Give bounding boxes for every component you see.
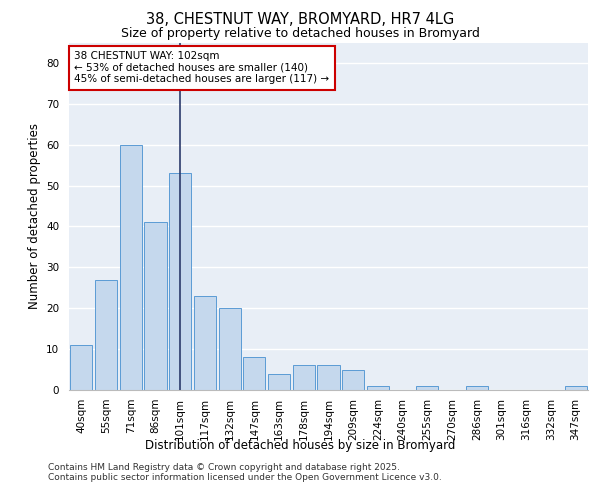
Text: Distribution of detached houses by size in Bromyard: Distribution of detached houses by size …: [145, 440, 455, 452]
Bar: [466, 386, 488, 390]
Bar: [169, 174, 191, 390]
Bar: [145, 222, 167, 390]
Text: 38, CHESTNUT WAY, BROMYARD, HR7 4LG: 38, CHESTNUT WAY, BROMYARD, HR7 4LG: [146, 12, 454, 28]
Text: Contains HM Land Registry data © Crown copyright and database right 2025.: Contains HM Land Registry data © Crown c…: [48, 464, 400, 472]
Bar: [317, 366, 340, 390]
Bar: [194, 296, 216, 390]
Bar: [565, 386, 587, 390]
Text: 38 CHESTNUT WAY: 102sqm
← 53% of detached houses are smaller (140)
45% of semi-d: 38 CHESTNUT WAY: 102sqm ← 53% of detache…: [74, 51, 329, 84]
Bar: [416, 386, 439, 390]
Bar: [367, 386, 389, 390]
Bar: [218, 308, 241, 390]
Y-axis label: Number of detached properties: Number of detached properties: [28, 123, 41, 309]
Text: Size of property relative to detached houses in Bromyard: Size of property relative to detached ho…: [121, 28, 479, 40]
Bar: [243, 358, 265, 390]
Bar: [95, 280, 117, 390]
Bar: [70, 345, 92, 390]
Bar: [119, 144, 142, 390]
Bar: [268, 374, 290, 390]
Bar: [293, 366, 315, 390]
Text: Contains public sector information licensed under the Open Government Licence v3: Contains public sector information licen…: [48, 474, 442, 482]
Bar: [342, 370, 364, 390]
